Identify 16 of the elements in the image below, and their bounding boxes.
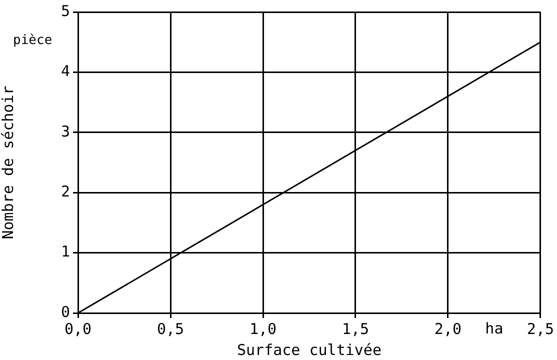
y-tick-label: 1 (61, 242, 70, 261)
y-axis-title: Nombre de séchoir (0, 86, 17, 240)
x-axis-title: Surface cultivée (236, 340, 382, 359)
x-tick-label: 0,0 (64, 320, 92, 338)
y-tick-label: 2 (61, 182, 70, 200)
y-tick-label: 4 (61, 62, 70, 80)
text: ha (485, 319, 504, 338)
x-tick-label: 1,5 (342, 320, 370, 338)
x-tick-label: 0,5 (156, 320, 184, 338)
text: pièce (13, 32, 52, 48)
x-tick-label: 2,0 (434, 320, 462, 338)
x-tick-label: 2,5 (526, 320, 554, 338)
y-tick-label: 5 (61, 2, 70, 20)
y-tick-label: 0 (61, 302, 70, 321)
y-tick-label: 3 (61, 122, 70, 140)
x-tick-label: 1,0 (249, 320, 277, 338)
